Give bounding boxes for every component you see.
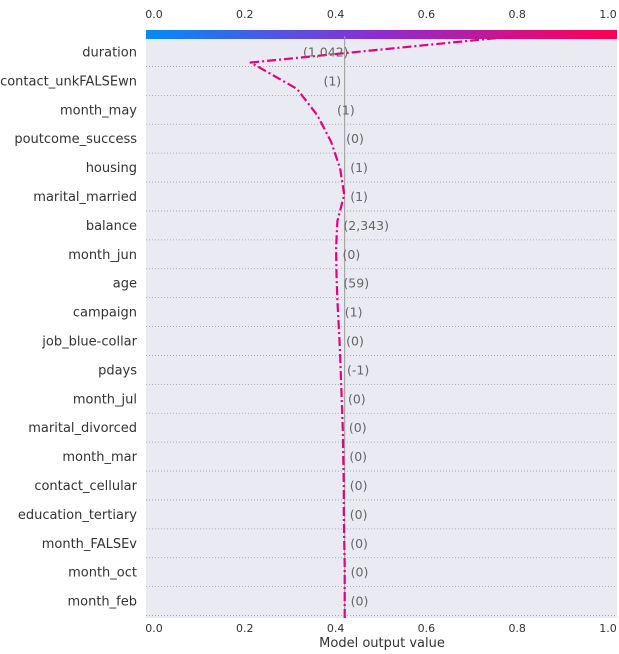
gridlines [146, 66, 617, 616]
feature-value-label: (1) [345, 305, 363, 320]
feature-value-label: (0) [349, 420, 367, 435]
top-tick-labels: 0.0 0.2 0.4 0.6 0.8 1.0 [145, 8, 617, 21]
feature-label: campaign [73, 306, 137, 321]
feature-value-label: (0) [348, 391, 366, 406]
colorbar [146, 30, 617, 39]
feature-value-label: (2,343) [343, 218, 389, 233]
feature-value-label: (0) [346, 131, 364, 146]
bottom-tick-label: 0.2 [236, 622, 254, 635]
feature-value-label: (1) [350, 160, 368, 175]
feature-label: month_FALSEv [42, 537, 138, 552]
top-tick-label: 1.0 [599, 8, 617, 21]
feature-label: month_jul [73, 392, 137, 407]
bottom-tick-label: 0.0 [145, 622, 163, 635]
feature-value-label: (0) [349, 449, 367, 464]
feature-labels: duration contact_unkFALSEwn month_maypoutc… [0, 46, 138, 610]
top-tick-label: 0.2 [236, 8, 254, 21]
feature-value-label: (1) [350, 189, 368, 204]
feature-label: month_mar [62, 450, 137, 465]
feature-label: pdays [98, 363, 137, 378]
feature-label: marital_divorced [28, 421, 137, 436]
x-axis-title: Model output value [319, 636, 445, 651]
feature-value-label: (0) [350, 478, 368, 493]
feature-label: balance [86, 219, 137, 234]
feature-value-label: (0) [350, 536, 368, 551]
feature-label: age [113, 277, 137, 292]
feature-value-label: (1,042) [303, 45, 349, 60]
feature-value-label: (59) [343, 276, 369, 291]
feature-label: education_tertiary [18, 508, 137, 523]
feature-label: contact_cellular [34, 479, 137, 494]
feature-label: month_jun [68, 248, 137, 263]
feature-value-label: (-1) [347, 362, 369, 377]
feature-label: housing [86, 161, 137, 176]
top-tick-label: 0.4 [327, 8, 345, 21]
decision-path-line [249, 34, 518, 618]
feature-value-label: (0) [351, 594, 369, 609]
bottom-tick-label: 0.8 [508, 622, 526, 635]
feature-value-label: (0) [346, 334, 364, 349]
feature-label: month_may [60, 103, 137, 118]
feature-label: poutcome_success [14, 132, 137, 147]
feature-label: contact_unkFALSEwn [0, 74, 137, 89]
bottom-tick-label: 1.0 [599, 622, 617, 635]
feature-label: job_blue-collar [41, 335, 137, 350]
top-tick-label: 0.0 [145, 8, 163, 21]
bottom-tick-label: 0.4 [327, 622, 345, 635]
feature-value-label: (1) [337, 102, 355, 117]
feature-value-label: (1) [323, 73, 341, 88]
feature-value-labels: (1,042) (1) (1) (0) (1) (1) (2,343) (0) (59) (1) (… [303, 45, 389, 609]
feature-value-label: (0) [343, 247, 361, 262]
plot-background [146, 36, 617, 618]
feature-label: month_oct [68, 566, 137, 581]
bottom-tick-label: 0.6 [418, 622, 436, 635]
feature-label: marital_married [33, 190, 137, 205]
feature-label: month_feb [67, 595, 137, 610]
feature-value-label: (0) [350, 507, 368, 522]
top-tick-label: 0.6 [418, 8, 436, 21]
top-tick-label: 0.8 [508, 8, 526, 21]
feature-label: duration [82, 46, 137, 61]
feature-value-label: (0) [351, 565, 369, 580]
bottom-tick-labels: 0.0 0.2 0.4 0.6 0.8 1.0 [145, 622, 617, 635]
